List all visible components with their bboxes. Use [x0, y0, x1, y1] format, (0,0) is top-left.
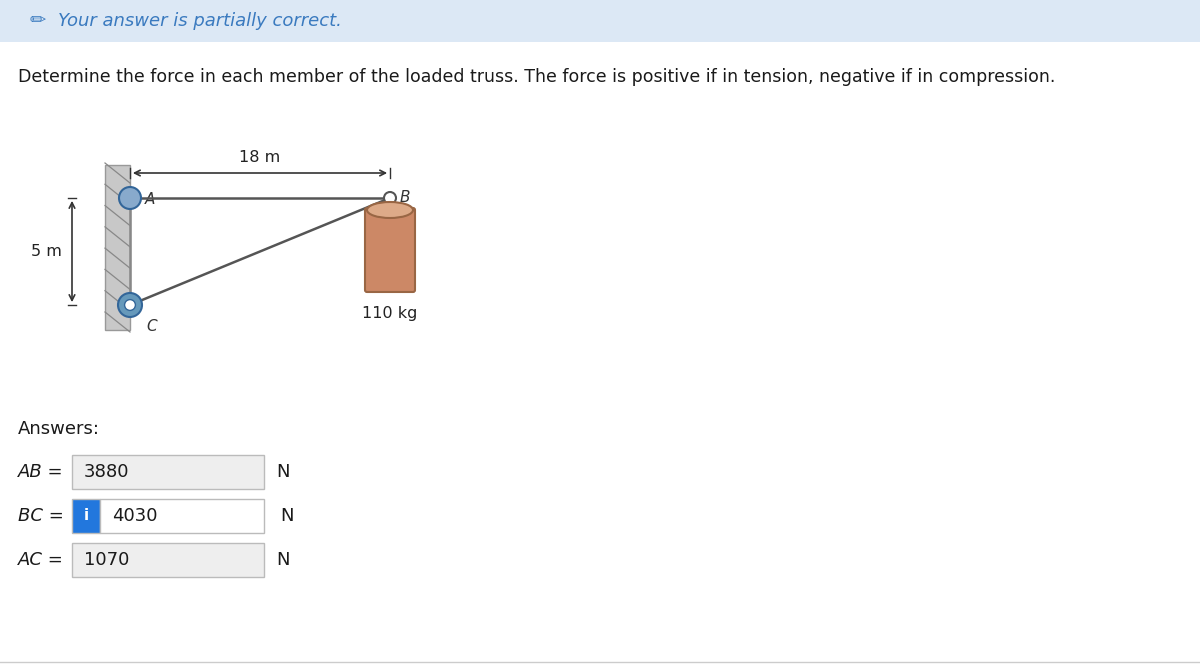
Bar: [100, 499, 264, 533]
Circle shape: [125, 299, 136, 310]
Text: N: N: [280, 507, 294, 525]
Text: 3880: 3880: [84, 463, 130, 481]
Text: A: A: [145, 192, 155, 208]
Bar: [0, 0, 1200, 42]
FancyBboxPatch shape: [365, 208, 415, 292]
Bar: [72, 455, 264, 489]
Text: BC =: BC =: [18, 507, 64, 525]
Text: 4030: 4030: [112, 507, 157, 525]
Text: Determine the force in each member of the loaded truss. The force is positive if: Determine the force in each member of th…: [18, 68, 1055, 86]
Text: i: i: [84, 509, 89, 523]
Text: AB =: AB =: [18, 463, 64, 481]
Bar: [72, 543, 264, 577]
Text: AC =: AC =: [18, 551, 64, 569]
Circle shape: [119, 187, 142, 209]
Text: Your answer is partially correct.: Your answer is partially correct.: [58, 12, 342, 30]
Ellipse shape: [367, 202, 413, 218]
Circle shape: [384, 192, 396, 204]
Text: 1070: 1070: [84, 551, 130, 569]
Text: 5 m: 5 m: [31, 244, 62, 259]
Circle shape: [118, 293, 142, 317]
Bar: [106, 165, 130, 330]
Text: 18 m: 18 m: [239, 150, 281, 165]
Text: 110 kg: 110 kg: [362, 306, 418, 321]
Bar: [72, 499, 100, 533]
Text: Answers:: Answers:: [18, 420, 100, 438]
Text: C: C: [146, 319, 157, 334]
Text: ✏: ✏: [30, 11, 46, 31]
Text: N: N: [276, 551, 289, 569]
Text: N: N: [276, 463, 289, 481]
Text: B: B: [400, 190, 410, 206]
